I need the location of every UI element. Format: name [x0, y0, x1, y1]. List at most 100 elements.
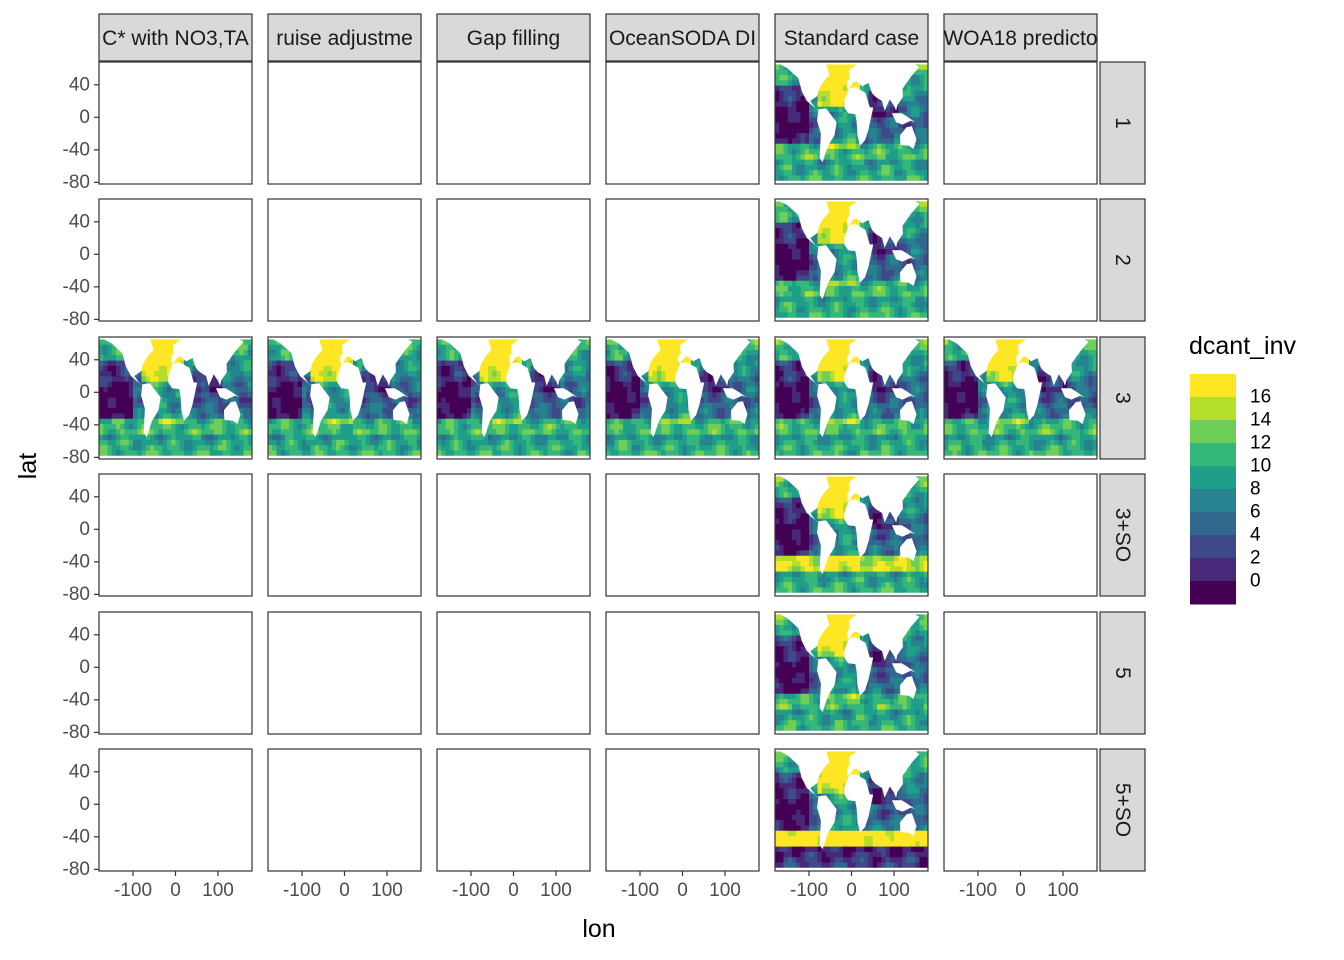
map-cell [150, 445, 155, 451]
map-cell [585, 350, 590, 356]
map-cell [813, 101, 818, 108]
map-cell [614, 392, 620, 398]
map-cell [606, 355, 611, 361]
map-cell [889, 112, 895, 118]
map-cell [323, 339, 328, 346]
map-cell [496, 355, 502, 361]
map-cell [150, 350, 155, 356]
map-cell [276, 439, 282, 446]
panel-border [98, 198, 253, 322]
map-cell [154, 339, 159, 346]
map-cell [188, 439, 193, 446]
map-cell [201, 429, 206, 435]
map-cell [783, 312, 789, 319]
map-cell [103, 392, 108, 398]
map-cell [885, 154, 891, 160]
map-cell [657, 376, 662, 383]
col-strip-label: Standard case [784, 27, 919, 50]
map-cell [247, 450, 252, 457]
map-cell [475, 439, 480, 446]
map-cell [492, 371, 497, 377]
map-cell [319, 424, 324, 430]
panel-background [606, 199, 759, 321]
map-cell [708, 418, 713, 425]
map-cell [289, 445, 294, 451]
land-mask [215, 388, 240, 400]
map-cell [361, 397, 367, 404]
map-cell [543, 450, 548, 457]
map-cell [374, 402, 379, 409]
map-cell [834, 307, 840, 313]
map-cell [644, 418, 649, 425]
map-cell [209, 392, 215, 398]
map-cell [915, 106, 920, 113]
map-cell [488, 434, 493, 441]
map-cell [488, 376, 493, 383]
map-cell [526, 439, 531, 446]
map-cell [302, 445, 307, 451]
map-cell [437, 450, 442, 457]
map-cell [902, 143, 908, 150]
map-cell [750, 371, 756, 377]
map-cell [809, 286, 814, 292]
map-cell [800, 106, 806, 113]
map-cell [838, 222, 844, 229]
map-cell [860, 291, 865, 297]
map-cell [644, 424, 649, 430]
map-cell [145, 355, 151, 361]
map-cell [834, 227, 840, 234]
map-cell [796, 301, 801, 308]
map-cell [327, 344, 333, 351]
map-cell [416, 408, 421, 414]
map-cell [306, 450, 311, 457]
map-cell [750, 402, 756, 409]
map-cell [906, 159, 912, 166]
map-cell [906, 296, 912, 303]
map-cell [585, 381, 590, 388]
map-cell [889, 127, 895, 134]
map-cell [923, 280, 928, 287]
map-cell [919, 80, 925, 86]
map-cell [348, 424, 354, 430]
map-cell [141, 402, 147, 409]
map-cell [665, 360, 671, 367]
map-cell [889, 164, 895, 171]
map-cell [412, 371, 418, 377]
map-cell [353, 424, 358, 430]
map-cell [560, 402, 565, 409]
map-cell [327, 360, 333, 367]
map-cell [898, 296, 903, 303]
map-cell [302, 408, 307, 414]
map-cell [838, 159, 844, 166]
map-cell [243, 392, 249, 398]
map-cell [247, 339, 252, 346]
map-cell [657, 445, 662, 451]
map-cell [746, 381, 751, 388]
map-cell [678, 429, 683, 435]
map-cell [513, 434, 519, 441]
map-cell [280, 344, 286, 351]
map-cell [111, 429, 117, 435]
map-cell [826, 164, 831, 171]
map-cell [826, 312, 831, 319]
map-cell [821, 90, 827, 97]
map-cell [919, 307, 925, 313]
map-cell [150, 365, 155, 372]
map-cell [293, 418, 299, 425]
map-cell [725, 429, 730, 435]
map-cell [268, 371, 273, 377]
map-cell [466, 418, 472, 425]
map-cell [297, 402, 303, 409]
map-cell [919, 264, 925, 271]
map-cell [162, 371, 168, 377]
map-cell [623, 387, 628, 393]
map-cell [851, 80, 857, 86]
map-cell [500, 418, 506, 425]
map-cell [915, 233, 920, 239]
map-cell [614, 413, 620, 420]
map-cell [247, 350, 252, 356]
map-cell [885, 286, 891, 292]
map-cell [708, 429, 713, 435]
map-cell [560, 445, 565, 451]
map-cell [746, 344, 751, 351]
